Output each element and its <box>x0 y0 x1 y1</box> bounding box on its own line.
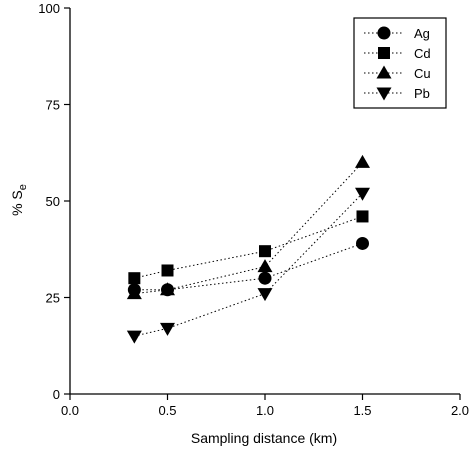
legend-label-pb: Pb <box>414 86 430 101</box>
data-point-cd <box>128 272 141 285</box>
legend-item-ag: Ag <box>364 26 430 41</box>
legend-label-ag: Ag <box>414 26 430 41</box>
data-point-cu <box>355 154 370 168</box>
legend-label-cd: Cd <box>414 46 431 61</box>
legend-item-cd: Cd <box>364 46 431 61</box>
legend-marker-pb <box>376 87 392 101</box>
data-point-cd <box>161 264 174 277</box>
y-axis-title-base: % S <box>9 190 25 216</box>
x-axis-title: Sampling distance (km) <box>191 430 337 446</box>
series-line-pb <box>134 192 363 337</box>
data-point-pb <box>257 288 273 302</box>
series-line-cu <box>134 162 363 295</box>
data-point-ag <box>258 271 272 285</box>
series-pb <box>126 187 370 344</box>
data-point-cu <box>257 259 273 273</box>
legend-marker-cu <box>376 65 392 79</box>
data-point-pb <box>160 322 175 336</box>
legend-item-pb: Pb <box>364 86 430 101</box>
x-tick-label: 1.5 <box>353 403 371 418</box>
legend-item-cu: Cu <box>364 65 431 81</box>
y-tick-label: 0 <box>53 387 60 402</box>
series-cu <box>126 154 370 300</box>
y-axis-title-subscript: e <box>17 184 29 190</box>
data-point-pb <box>126 330 142 344</box>
data-point-cu <box>126 286 142 300</box>
y-tick-label: 75 <box>46 98 60 113</box>
x-tick-label: 0.5 <box>158 403 176 418</box>
data-point-ag <box>356 236 369 250</box>
series-cd <box>128 210 369 285</box>
data-point-cd <box>356 210 369 223</box>
legend-label-cu: Cu <box>414 66 431 81</box>
y-axis-title: % Se <box>9 184 29 216</box>
legend-marker-ag <box>377 26 391 40</box>
data-point-cd <box>259 245 271 258</box>
data-point-pb <box>355 187 370 201</box>
data-point-cu <box>160 282 175 296</box>
series-layer <box>126 154 370 344</box>
y-tick-label: 25 <box>46 291 60 306</box>
series-line-cd <box>134 215 363 279</box>
legend-box <box>353 17 447 109</box>
x-tick-label: 0.0 <box>61 403 79 418</box>
x-tick-label: 1.0 <box>256 403 274 418</box>
y-tick-label: 50 <box>46 194 60 209</box>
legend: Ag Cd Cu Pb <box>353 17 447 109</box>
y-tick-label: 100 <box>38 1 60 16</box>
series-line-ag <box>134 242 363 291</box>
x-tick-label: 2.0 <box>451 403 469 418</box>
legend-marker-cd <box>378 47 390 59</box>
axes: 0 25 50 75 100 0.0 0.5 1.0 1.5 2.0 <box>38 1 469 418</box>
